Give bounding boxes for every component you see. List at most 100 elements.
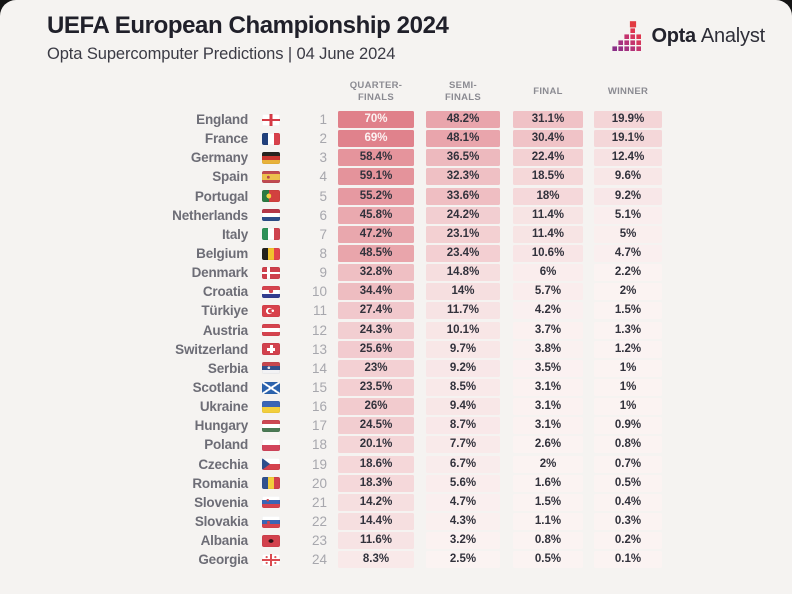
column-header-final: FINAL [533, 86, 563, 98]
team-rank: 2 [319, 131, 327, 147]
cell-final: 11.4% [513, 206, 583, 224]
team-flag-icon [262, 496, 280, 509]
team-rank: 7 [319, 226, 327, 242]
team-rank: 14 [311, 360, 327, 376]
table-row: Serbia 14 23% 9.2% 3.5% 1% [0, 359, 792, 378]
table-row: Netherlands 6 45.8% 24.2% 11.4% 5.1% [0, 206, 792, 225]
cell-final: 3.8% [513, 340, 583, 358]
cell-winner: 1.5% [594, 302, 662, 320]
cell-final: 3.1% [513, 379, 583, 397]
cell-semi-finals: 4.7% [426, 493, 500, 511]
cell-winner: 0.5% [594, 474, 662, 492]
cell-final: 0.5% [513, 551, 583, 569]
team-rank: 5 [319, 188, 327, 204]
cell-quarter-finals: 34.4% [338, 283, 414, 301]
team-flag-icon [262, 209, 280, 222]
cell-semi-finals: 23.1% [426, 225, 500, 243]
cell-final: 3.5% [513, 359, 583, 377]
logo-text: Opta Analyst [651, 25, 765, 48]
cell-quarter-finals: 27.4% [338, 302, 414, 320]
team-rank: 4 [319, 169, 327, 185]
column-header-quarter-finals: QUARTER-FINALS [349, 80, 403, 103]
team-rank: 15 [311, 380, 327, 396]
team-flag-icon [262, 247, 280, 260]
cell-winner: 2.2% [594, 264, 662, 282]
cell-final: 1.5% [513, 493, 583, 511]
cell-semi-finals: 11.7% [426, 302, 500, 320]
team-name: Romania [192, 475, 248, 491]
cell-final: 10.6% [513, 245, 583, 263]
team-rank: 13 [311, 341, 327, 357]
team-flag-icon [262, 400, 280, 413]
cell-final: 11.4% [513, 225, 583, 243]
logo-brand-light: Analyst [700, 25, 765, 47]
cell-final: 5.7% [513, 283, 583, 301]
table-row: Austria 12 24.3% 10.1% 3.7% 1.3% [0, 321, 792, 340]
team-name: Georgia [198, 552, 248, 568]
team-rank: 24 [311, 552, 327, 568]
cell-quarter-finals: 20.1% [338, 436, 414, 454]
team-flag-icon [262, 362, 280, 375]
cell-semi-finals: 23.4% [426, 245, 500, 263]
team-name: France [204, 131, 248, 147]
table-row: Portugal 5 55.2% 33.6% 18% 9.2% [0, 187, 792, 206]
cell-semi-finals: 9.4% [426, 398, 500, 416]
predictions-table: QUARTER-FINALS SEMI-FINALS FINAL WINNER … [0, 76, 792, 569]
cell-semi-finals: 8.5% [426, 379, 500, 397]
cell-quarter-finals: 23% [338, 359, 414, 377]
logo-brand-bold: Opta [651, 25, 696, 47]
column-header-semi-finals: SEMI-FINALS [444, 80, 482, 103]
cell-semi-finals: 2.5% [426, 551, 500, 569]
team-flag-icon [262, 266, 280, 279]
cell-final: 1.6% [513, 474, 583, 492]
team-flag-icon [262, 477, 280, 490]
cell-final: 22.4% [513, 149, 583, 167]
cell-winner: 19.1% [594, 130, 662, 148]
cell-winner: 9.2% [594, 187, 662, 205]
team-rank: 22 [311, 514, 327, 530]
team-name: Germany [190, 150, 248, 166]
team-rank: 21 [311, 494, 327, 510]
cell-semi-finals: 5.6% [426, 474, 500, 492]
cell-winner: 1% [594, 398, 662, 416]
cell-winner: 12.4% [594, 149, 662, 167]
cell-quarter-finals: 18.6% [338, 455, 414, 473]
cell-quarter-finals: 24.5% [338, 417, 414, 435]
team-rank: 8 [319, 246, 327, 262]
team-name: Czechia [198, 456, 248, 472]
team-name: Belgium [196, 246, 248, 262]
cell-final: 0.8% [513, 532, 583, 550]
page-subtitle: Opta Supercomputer Predictions | 04 June… [47, 45, 396, 63]
cell-semi-finals: 14% [426, 283, 500, 301]
team-rank: 18 [311, 437, 327, 453]
table-row: Italy 7 47.2% 23.1% 11.4% 5% [0, 225, 792, 244]
cell-quarter-finals: 32.8% [338, 264, 414, 282]
table-row: Slovakia 22 14.4% 4.3% 1.1% 0.3% [0, 512, 792, 531]
cell-final: 1.1% [513, 513, 583, 531]
team-name: Italy [221, 226, 248, 242]
cell-semi-finals: 9.2% [426, 359, 500, 377]
cell-quarter-finals: 8.3% [338, 551, 414, 569]
team-name: Croatia [202, 284, 248, 300]
cell-winner: 4.7% [594, 245, 662, 263]
team-rank: 19 [311, 456, 327, 472]
cell-semi-finals: 10.1% [426, 321, 500, 339]
cell-winner: 0.1% [594, 551, 662, 569]
cell-final: 3.1% [513, 398, 583, 416]
cell-winner: 0.2% [594, 532, 662, 550]
cell-semi-finals: 9.7% [426, 340, 500, 358]
opta-logo-icon [612, 21, 642, 51]
cell-winner: 0.8% [594, 436, 662, 454]
cell-quarter-finals: 69% [338, 130, 414, 148]
cell-semi-finals: 14.8% [426, 264, 500, 282]
cell-semi-finals: 48.1% [426, 130, 500, 148]
cell-semi-finals: 3.2% [426, 532, 500, 550]
team-flag-icon [262, 324, 280, 337]
cell-winner: 1.2% [594, 340, 662, 358]
team-name: Portugal [194, 188, 248, 204]
team-name: Spain [212, 169, 248, 185]
team-flag-icon [262, 343, 280, 356]
cell-quarter-finals: 55.2% [338, 187, 414, 205]
cell-quarter-finals: 45.8% [338, 206, 414, 224]
